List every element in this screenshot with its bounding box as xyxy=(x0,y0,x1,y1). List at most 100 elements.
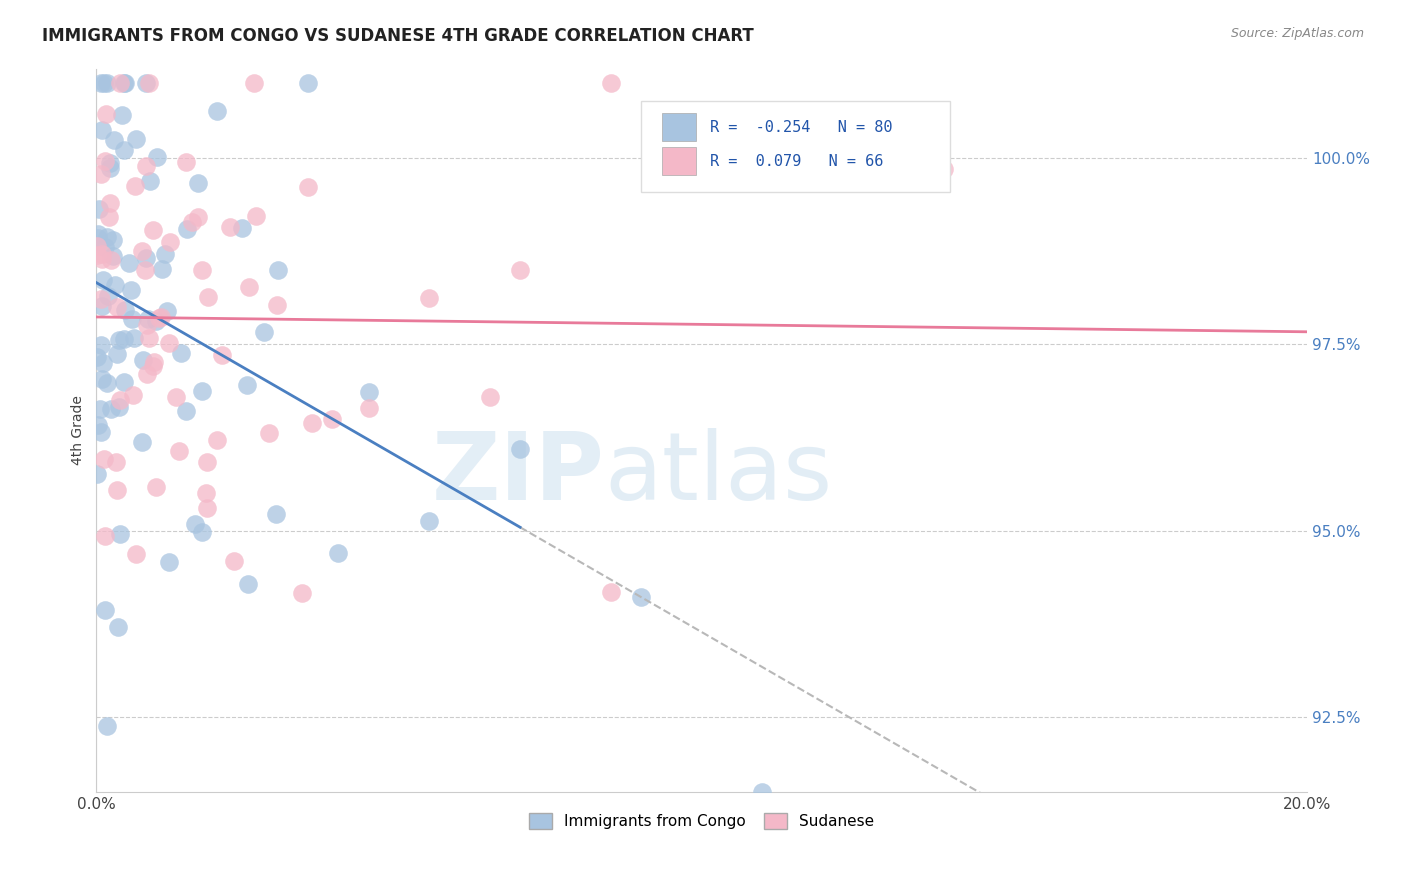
Point xyxy=(101,250,124,264)
Point xyxy=(170,346,193,360)
Y-axis label: 4th Grade: 4th Grade xyxy=(72,395,86,465)
Point xyxy=(238,280,260,294)
Point xyxy=(122,388,145,402)
Point xyxy=(112,375,135,389)
Point xyxy=(125,132,148,146)
Point xyxy=(98,195,121,210)
Text: R =  -0.254   N = 80: R = -0.254 N = 80 xyxy=(710,120,893,135)
Point xyxy=(156,304,179,318)
Point xyxy=(105,455,128,469)
Point xyxy=(131,435,153,450)
Point xyxy=(108,77,131,91)
Point xyxy=(100,401,122,416)
Point xyxy=(111,108,134,122)
Point xyxy=(136,368,159,382)
Point xyxy=(121,312,143,326)
Point xyxy=(291,586,314,600)
Point xyxy=(142,359,165,374)
Point xyxy=(138,331,160,345)
Point xyxy=(297,180,319,194)
Point xyxy=(165,391,187,405)
Point xyxy=(328,547,350,561)
Point xyxy=(114,77,136,91)
Point xyxy=(90,425,112,439)
Point xyxy=(118,255,141,269)
Point xyxy=(478,390,501,404)
Point xyxy=(97,289,120,303)
Point xyxy=(112,332,135,346)
Point xyxy=(187,177,209,191)
Point xyxy=(509,262,531,277)
Point xyxy=(135,159,157,173)
Point xyxy=(91,122,114,136)
Point xyxy=(87,231,110,245)
Point xyxy=(103,133,125,147)
Point xyxy=(418,291,440,305)
Point xyxy=(98,155,121,169)
Point xyxy=(91,272,114,286)
Point xyxy=(243,77,266,91)
Point xyxy=(157,335,180,350)
Point xyxy=(91,372,114,386)
FancyBboxPatch shape xyxy=(662,147,696,175)
Point xyxy=(145,313,167,327)
Point xyxy=(357,401,380,416)
Point xyxy=(174,154,197,169)
Point xyxy=(86,350,108,364)
Point xyxy=(253,325,276,339)
Point xyxy=(108,392,131,407)
Point xyxy=(89,401,111,416)
Point xyxy=(191,524,214,539)
Point xyxy=(197,290,219,304)
Point xyxy=(219,220,242,235)
Point xyxy=(150,262,173,277)
Text: atlas: atlas xyxy=(605,427,834,520)
Point xyxy=(89,202,111,216)
Point xyxy=(90,167,112,181)
Point xyxy=(195,486,218,500)
Point xyxy=(94,603,117,617)
Point xyxy=(236,577,259,591)
Point xyxy=(509,442,531,456)
Point xyxy=(267,263,290,277)
Text: IMMIGRANTS FROM CONGO VS SUDANESE 4TH GRADE CORRELATION CHART: IMMIGRANTS FROM CONGO VS SUDANESE 4TH GR… xyxy=(42,27,754,45)
Point xyxy=(176,404,198,418)
Point xyxy=(105,347,128,361)
Point xyxy=(146,150,169,164)
Point xyxy=(139,174,162,188)
Point xyxy=(87,418,110,433)
Point xyxy=(236,378,259,392)
Point xyxy=(211,348,233,362)
Point xyxy=(167,444,190,458)
Point xyxy=(932,161,955,176)
Point xyxy=(94,529,117,543)
Point xyxy=(301,416,323,430)
Point xyxy=(134,263,156,277)
FancyBboxPatch shape xyxy=(662,113,696,141)
Point xyxy=(143,355,166,369)
Point xyxy=(132,353,155,368)
Text: Source: ZipAtlas.com: Source: ZipAtlas.com xyxy=(1230,27,1364,40)
Point xyxy=(135,77,157,91)
Point xyxy=(321,412,343,426)
Point xyxy=(96,376,118,391)
Point xyxy=(257,425,280,440)
Text: ZIP: ZIP xyxy=(432,427,605,520)
Point xyxy=(93,77,115,91)
Point xyxy=(112,77,135,91)
Point xyxy=(108,400,131,414)
Point xyxy=(94,154,117,169)
Point xyxy=(418,514,440,528)
Point xyxy=(105,483,128,497)
Point xyxy=(91,356,114,370)
Point xyxy=(87,227,110,241)
Point xyxy=(97,211,120,225)
Point xyxy=(231,221,253,235)
Point xyxy=(94,240,117,254)
Point xyxy=(90,338,112,352)
Point xyxy=(145,480,167,494)
Point xyxy=(86,248,108,262)
Point xyxy=(264,508,287,522)
Point xyxy=(112,144,135,158)
Point xyxy=(90,247,112,261)
